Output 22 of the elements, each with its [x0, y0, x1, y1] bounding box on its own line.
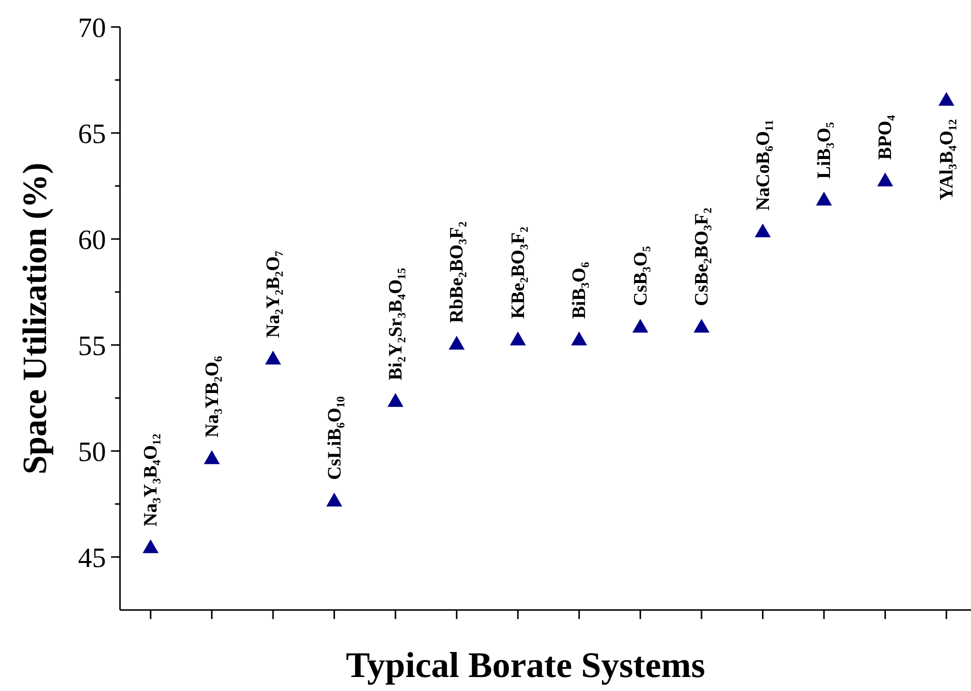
- x-tick-label: CsB₃O₅: [630, 246, 652, 306]
- x-tick-label: RbBe₂BO₃F₂: [446, 221, 468, 323]
- y-tick-label: 65: [78, 118, 106, 150]
- y-tick-label: 70: [78, 12, 106, 44]
- x-tick-label: YAl₃B₄O₁₂: [936, 118, 958, 200]
- x-tick-label: Na₃Y₃B₄O₁₂: [140, 433, 162, 527]
- y-tick-label: 45: [78, 542, 106, 574]
- x-tick-label: CsBe₂BO₃F₂: [692, 207, 713, 306]
- x-tick-label: Bi₂Y₂Sr₃B₄O₁₅: [385, 268, 406, 380]
- x-tick-label: NaCoB₆O₁₁: [752, 120, 774, 211]
- x-tick-label: BiB₃O₆: [569, 262, 590, 319]
- x-tick-label: BPO₄: [875, 114, 896, 160]
- y-tick-label: 50: [78, 436, 106, 468]
- y-tick-label: 60: [78, 224, 106, 256]
- y-tick-label: 55: [78, 330, 106, 362]
- y-axis-title: Space Utilization (%): [17, 162, 54, 474]
- x-tick-label: KBe₂BO₃F₂: [508, 226, 529, 319]
- x-tick-label: Na₃YB₂O₆: [202, 356, 223, 438]
- x-tick-label: LiB₃O₅: [814, 122, 835, 179]
- x-axis-title: Typical Borate Systems: [346, 645, 706, 685]
- x-tick-label: Na₂Y₂B₂O₇: [263, 250, 284, 338]
- x-tick-label: CsLiB₆O₁₀: [324, 396, 346, 480]
